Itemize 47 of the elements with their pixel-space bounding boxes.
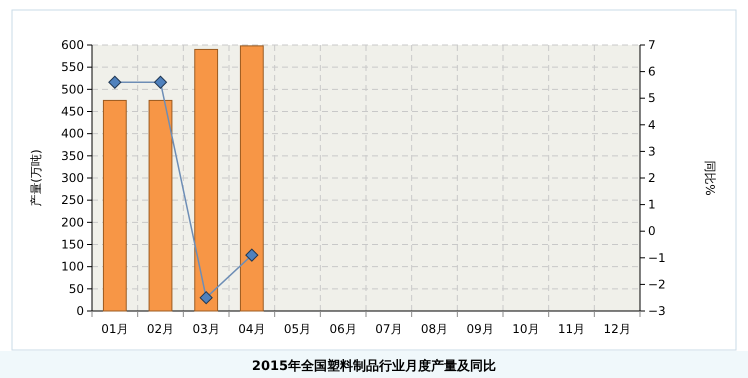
x-tick-label: 12月 xyxy=(604,322,631,336)
y2-tick-label: −1 xyxy=(648,250,666,265)
y-axis-title: 产量(万吨) xyxy=(29,149,43,207)
bar xyxy=(148,100,172,312)
y2-tick-label: −2 xyxy=(648,277,666,292)
y2-tick-label: 6 xyxy=(648,64,656,79)
point xyxy=(108,76,122,89)
y-tick-label: 300 xyxy=(61,171,84,185)
x-tick-label: 03月 xyxy=(192,322,220,336)
y-tick-label: 550 xyxy=(61,60,84,74)
bar xyxy=(194,48,218,312)
x-tick-label: 04月 xyxy=(238,322,266,336)
y-tick-label: 200 xyxy=(61,215,84,230)
y-tick-label: 150 xyxy=(61,238,84,252)
y-tick-label: 500 xyxy=(61,82,84,96)
y2-tick-label: 2 xyxy=(648,171,656,185)
x-tick-label: 07月 xyxy=(375,322,402,336)
x-tick-label: 05月 xyxy=(284,322,312,336)
x-tick-label: 09月 xyxy=(466,322,494,336)
y2-axis-title: 同比% xyxy=(703,160,717,196)
y-tick-label: 450 xyxy=(61,104,84,118)
bar xyxy=(240,45,264,312)
y-tick-label: 400 xyxy=(61,126,84,141)
y-tick-label: 250 xyxy=(61,193,84,208)
y2-tick-label: 7 xyxy=(648,38,656,52)
y-tick-label: 600 xyxy=(61,38,84,52)
y-tick-label: 50 xyxy=(68,282,84,296)
y-tick-label: 350 xyxy=(61,148,84,163)
y2-tick-label: 0 xyxy=(648,224,656,238)
y2-tick-label: 4 xyxy=(648,118,656,132)
y2-tick-label: 5 xyxy=(648,91,656,106)
y2-tick-label: 1 xyxy=(648,198,656,212)
x-tick-label: 02月 xyxy=(146,322,174,336)
x-tick-label: 08月 xyxy=(420,322,448,336)
y2-tick-label: 3 xyxy=(648,144,656,158)
point xyxy=(245,248,258,262)
x-tick-label: 01月 xyxy=(101,322,128,336)
y-tick-label: 0 xyxy=(76,304,84,318)
x-tick-label: 10月 xyxy=(512,322,540,336)
bar xyxy=(102,100,127,312)
x-tick-label: 11月 xyxy=(558,322,586,336)
y-tick-label: 100 xyxy=(61,260,84,274)
point xyxy=(200,291,213,304)
text: 2015年全国塑料制品行业月度产量及同比 xyxy=(252,358,496,374)
x-tick-label: 06月 xyxy=(330,322,357,336)
point xyxy=(154,76,167,89)
y2-tick-label: −3 xyxy=(648,304,666,318)
